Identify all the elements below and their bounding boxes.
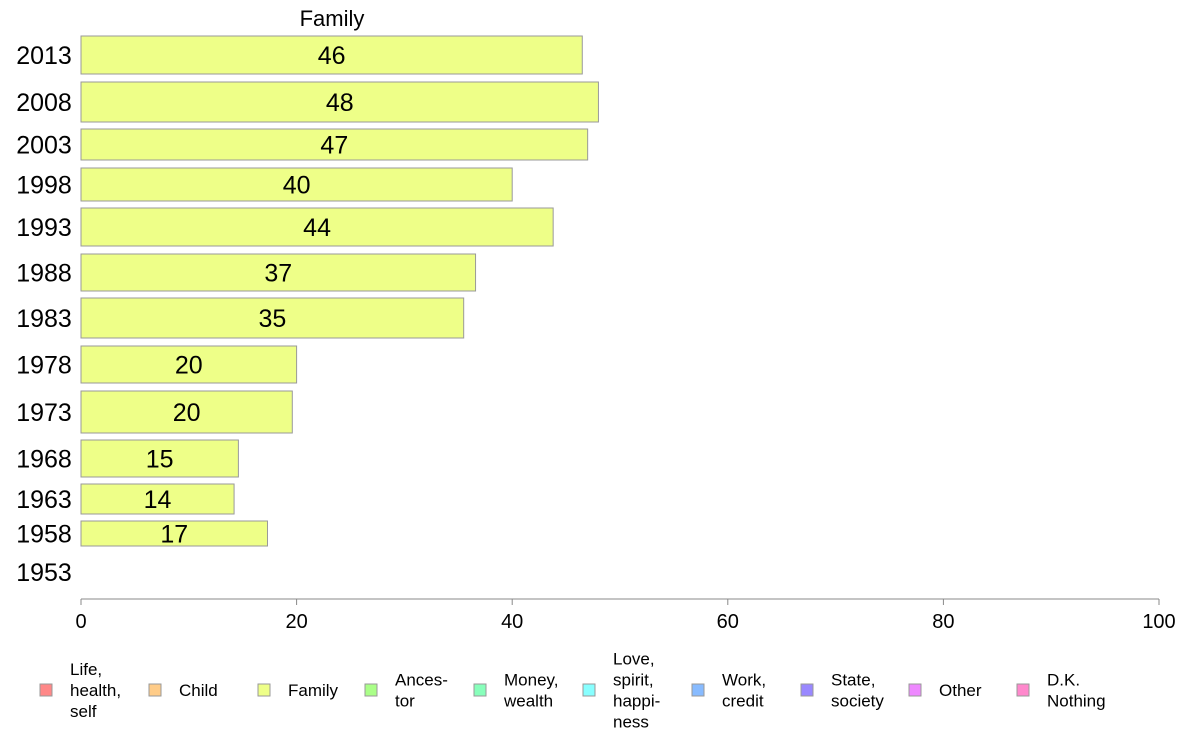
category-label: 2003: [16, 132, 72, 160]
legend-label: D.K. Nothing: [1047, 671, 1106, 711]
category-label: 1978: [16, 352, 72, 380]
legend-item: State, society: [800, 671, 884, 711]
legend-item: Money, wealth: [473, 671, 559, 711]
legend-swatch: [473, 683, 487, 697]
x-tick-label: 20: [285, 611, 307, 633]
legend-swatch: [908, 683, 922, 697]
data-label: 15: [146, 446, 174, 474]
data-label: 37: [264, 260, 292, 288]
data-label: 48: [326, 89, 354, 117]
legend-label: Life, health, self: [70, 660, 121, 721]
data-label: 40: [283, 172, 311, 200]
legend-item: Ances-tor: [364, 671, 448, 711]
legend-label: Child: [179, 681, 218, 700]
chart-title: Family: [300, 6, 365, 31]
data-label: 47: [320, 132, 348, 160]
data-label: 20: [173, 399, 201, 427]
x-tick-label: 40: [501, 611, 523, 633]
bar: [80, 483, 235, 515]
x-tick-label: 60: [717, 611, 739, 633]
legend-label: Love, spirit, happi-ness: [613, 650, 660, 732]
legend-swatch: [800, 683, 814, 697]
bar: [80, 520, 268, 547]
bar: [80, 81, 599, 123]
bar: [80, 253, 477, 292]
legend-item: Child: [148, 681, 218, 700]
bar: [80, 167, 513, 202]
category-label: 2008: [16, 89, 72, 117]
category-label: 1968: [16, 446, 72, 474]
data-label: 17: [160, 521, 188, 549]
data-label: 46: [318, 42, 346, 70]
legend-label: Ances-tor: [395, 671, 448, 711]
legend-label: Other: [939, 681, 982, 700]
bar: [80, 35, 583, 75]
category-label: 2013: [16, 42, 72, 70]
legend-item: Work, credit: [691, 671, 766, 711]
x-tick-label: 100: [1142, 611, 1175, 633]
legend: Life, health, self Child Family Ances-tor Mone…: [39, 650, 1106, 732]
bar: [80, 345, 298, 384]
bar: [80, 297, 465, 339]
x-axis: 0 20 40 60 80 100: [75, 598, 1176, 633]
legend-swatch: [582, 683, 596, 697]
data-label: 14: [144, 486, 172, 514]
x-tick-label: 80: [932, 611, 954, 633]
bar: [80, 390, 293, 434]
category-label: 1993: [16, 214, 72, 242]
data-label: 44: [303, 214, 331, 242]
category-label: 1983: [16, 305, 72, 333]
category-label: 1963: [16, 486, 72, 514]
legend-swatch: [364, 683, 378, 697]
category-label: 1953: [16, 559, 72, 587]
legend-item: D.K. Nothing: [1016, 671, 1106, 711]
legend-swatch: [691, 683, 705, 697]
legend-swatch: [39, 683, 53, 697]
legend-item: Love, spirit, happi-ness: [582, 650, 660, 732]
legend-label: Family: [288, 681, 339, 700]
category-label: 1998: [16, 172, 72, 200]
bar: [80, 128, 589, 161]
bar: [80, 439, 239, 478]
legend-swatch: [148, 683, 162, 697]
legend-swatch: [1016, 683, 1030, 697]
data-label: 20: [175, 352, 203, 380]
legend-item: Other: [908, 681, 982, 700]
legend-item: Family: [257, 681, 339, 700]
category-label: 1988: [16, 260, 72, 288]
x-tick-label: 0: [75, 611, 86, 633]
bar: [80, 207, 554, 247]
legend-label: Money, wealth: [503, 671, 559, 711]
legend-label: State, society: [831, 671, 884, 711]
category-label: 1973: [16, 399, 72, 427]
legend-label: Work, credit: [722, 671, 766, 711]
bars-group: 2013 46 2008 48 2003 47 1998 40 1993 44 1988 37 1983…: [16, 35, 599, 587]
data-label: 35: [258, 305, 286, 333]
legend-item: Life, health, self: [39, 660, 121, 721]
legend-swatch: [257, 683, 271, 697]
category-label: 1958: [16, 521, 72, 549]
